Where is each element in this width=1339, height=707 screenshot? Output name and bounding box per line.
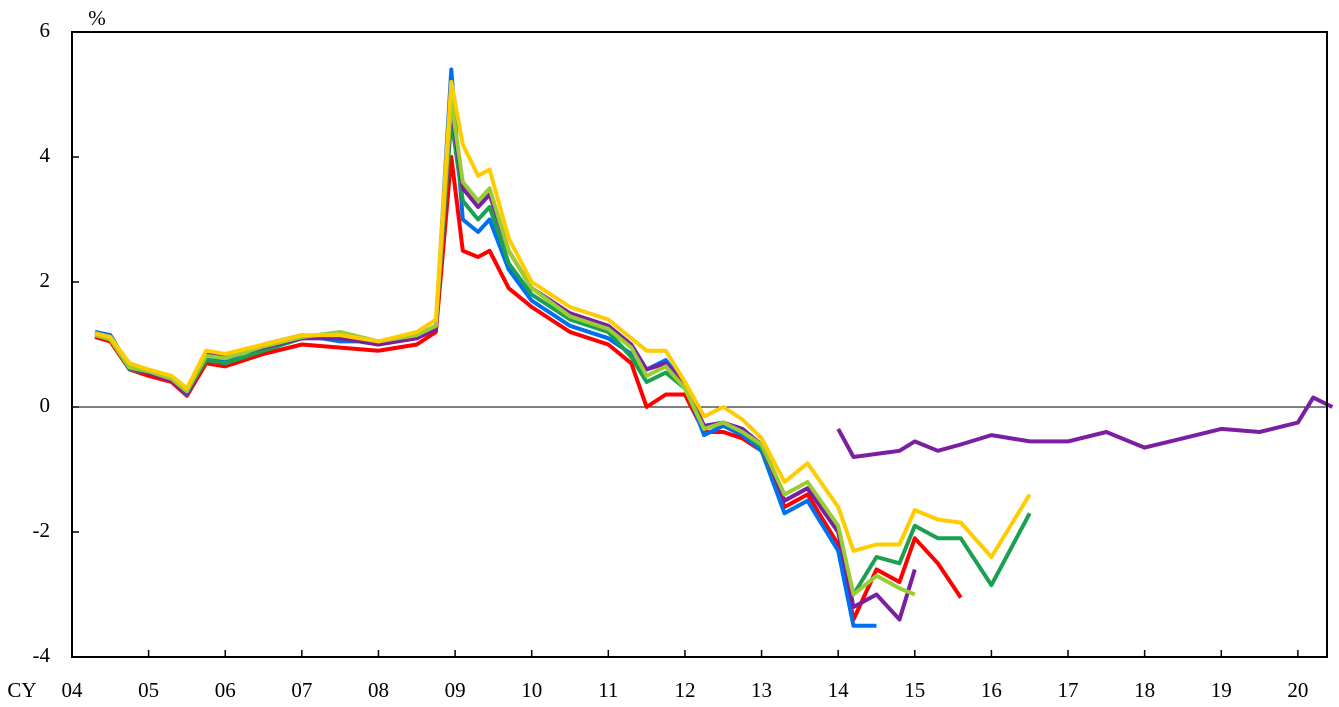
x-tick-label: 08 (368, 678, 389, 702)
x-tick-label: 10 (521, 678, 542, 702)
series-line (836, 395, 1334, 459)
x-tick-label: 14 (828, 678, 850, 702)
x-tick-label: 17 (1058, 678, 1079, 702)
x-tick-label: 05 (138, 678, 159, 702)
series-line (94, 67, 877, 628)
x-tick-label: 06 (215, 678, 236, 702)
x-tick-label: 18 (1134, 678, 1155, 702)
x-tick-label: 13 (751, 678, 772, 702)
x-tick-label: 04 (62, 678, 84, 702)
series-line (94, 98, 916, 597)
y-tick-label: -2 (33, 518, 51, 542)
series-line (94, 117, 1032, 597)
x-tick-label: 07 (291, 678, 312, 702)
y-tick-label: 4 (40, 143, 51, 167)
y-tick-label: 0 (40, 393, 51, 417)
y-tick-label: -4 (33, 643, 51, 667)
x-tick-label: 20 (1287, 678, 1308, 702)
plot-frame (71, 31, 1328, 658)
x-tick-label: 15 (904, 678, 925, 702)
x-tick-label: 12 (674, 678, 695, 702)
series-line (94, 155, 963, 622)
x-tick-label: 11 (598, 678, 618, 702)
y-tick-label: 2 (40, 268, 51, 292)
series-line (94, 80, 1032, 559)
x-tick-label: 09 (445, 678, 466, 702)
y-axis-label: % (88, 6, 106, 30)
x-axis-label: CY (7, 678, 36, 702)
x-tick-label: 19 (1211, 678, 1232, 702)
y-tick-label: 6 (40, 18, 51, 42)
x-tick-label: 16 (981, 678, 1002, 702)
